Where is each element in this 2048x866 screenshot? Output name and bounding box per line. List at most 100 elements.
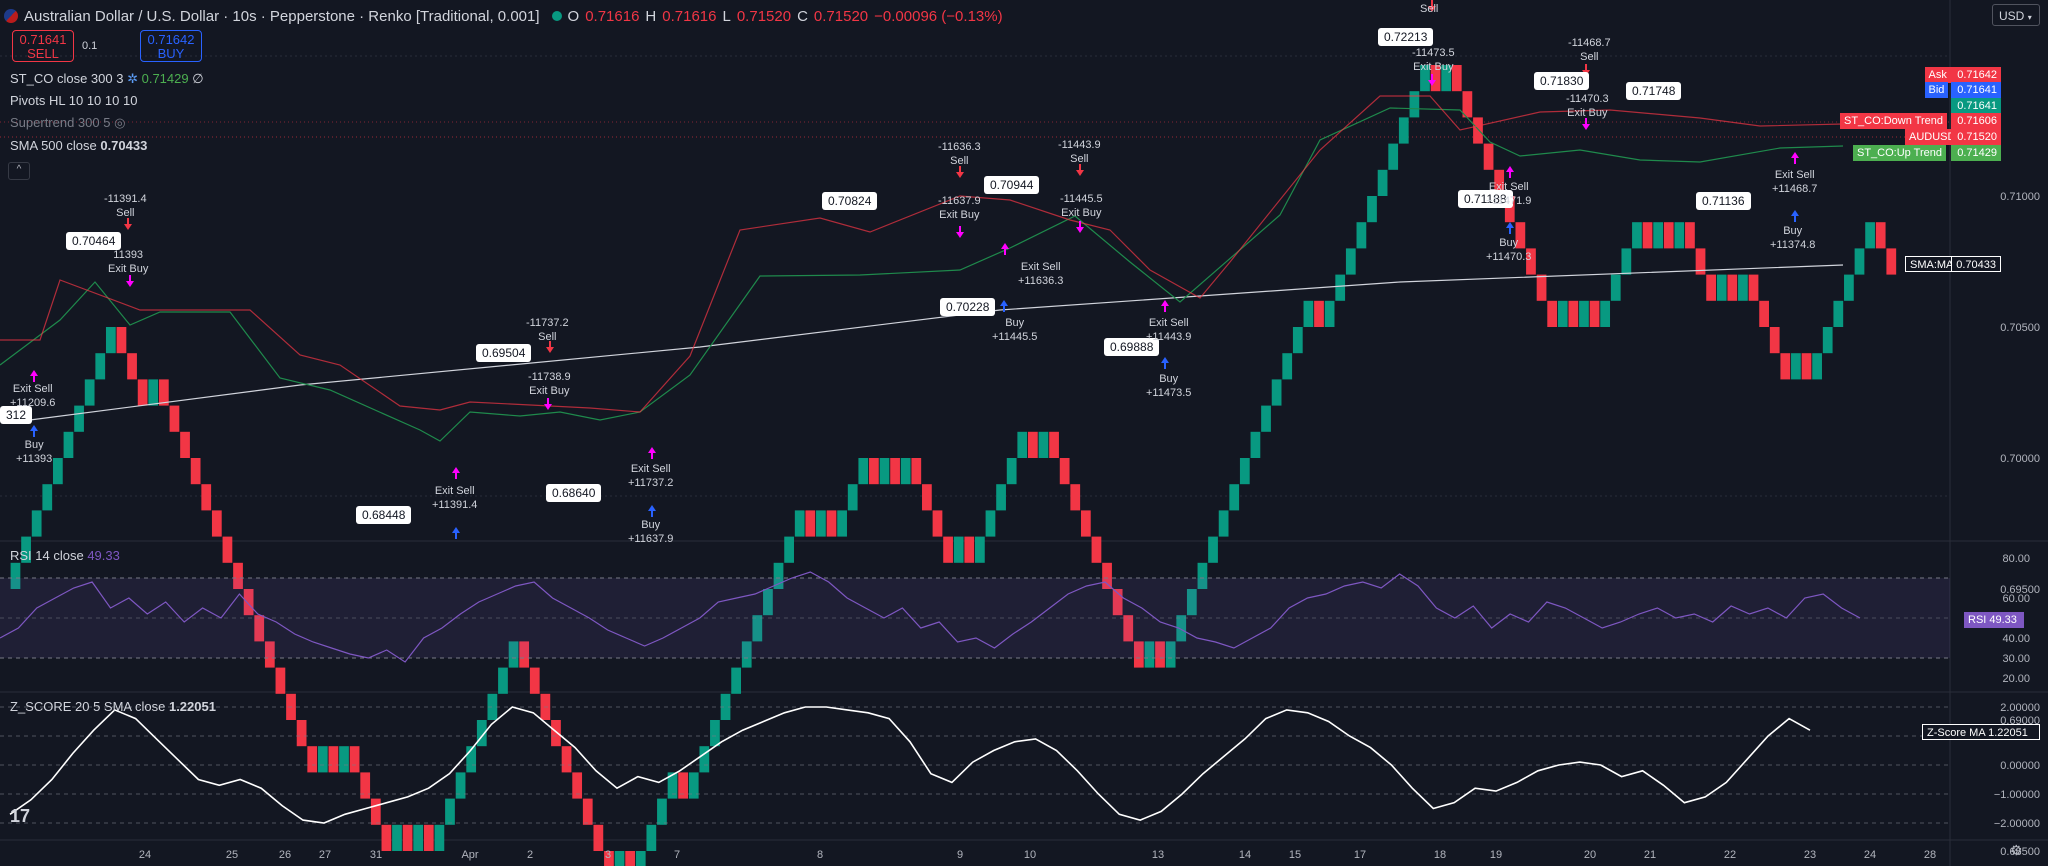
renko-brick bbox=[1409, 91, 1420, 118]
indicator-rsi-name: RSI 14 close bbox=[10, 548, 84, 563]
signal-arrow-icon bbox=[1000, 300, 1008, 306]
renko-brick bbox=[466, 746, 477, 773]
renko-brick bbox=[339, 746, 349, 773]
symbol-title[interactable]: Australian Dollar / U.S. Dollar · 10s · … bbox=[24, 7, 540, 25]
renko-brick bbox=[1483, 143, 1494, 170]
signal-arrow-icon bbox=[956, 232, 964, 238]
renko-brick bbox=[1176, 615, 1187, 642]
renko-brick bbox=[1727, 274, 1738, 301]
signal-text: Buy +11637.9 bbox=[628, 519, 674, 545]
renko-brick bbox=[1006, 458, 1017, 485]
price-tag-value: 0.71606 bbox=[1951, 113, 2001, 129]
signal-arrow-icon bbox=[1506, 166, 1514, 172]
zscore-tick-label: 2.00000 bbox=[2000, 702, 2040, 714]
renko-brick bbox=[1292, 327, 1303, 354]
time-tick-label: 13 bbox=[1152, 849, 1164, 861]
collapse-legend-button[interactable]: ^ bbox=[8, 162, 30, 180]
indicator-sma[interactable]: SMA 500 close 0.70433 bbox=[10, 138, 147, 153]
renko-brick bbox=[816, 510, 826, 537]
signal-text: -11636.3 Sell bbox=[938, 141, 981, 167]
renko-brick bbox=[1706, 274, 1716, 301]
renko-brick bbox=[243, 589, 254, 616]
indicator-sma-name: SMA 500 close bbox=[10, 138, 97, 153]
zscore-tick-label: 0.00000 bbox=[2000, 760, 2040, 772]
high-value: 0.71616 bbox=[662, 7, 717, 25]
time-tick-label: 2 bbox=[527, 849, 533, 861]
indicator-supertrend-name: Supertrend 300 5 bbox=[10, 115, 111, 130]
indicator-supertrend[interactable]: Supertrend 300 5 ◎ bbox=[10, 115, 125, 131]
hidden-eye-icon[interactable]: ◎ bbox=[114, 115, 126, 130]
renko-brick bbox=[1388, 143, 1399, 170]
renko-brick bbox=[1812, 353, 1822, 380]
renko-brick bbox=[455, 772, 466, 799]
price-tick-label: 0.71000 bbox=[2000, 191, 2040, 203]
signal-arrow-icon bbox=[956, 172, 964, 178]
signal-arrow-icon bbox=[126, 281, 134, 287]
tradingview-logo[interactable]: 17 bbox=[10, 806, 31, 826]
price-tag-label: ST_CO:Down Trend bbox=[1840, 113, 1948, 129]
gear-icon[interactable]: ⚙ bbox=[2010, 842, 2023, 858]
sma-line bbox=[29, 264, 1844, 421]
sell-label: SELL bbox=[27, 46, 59, 61]
signal-text: -11445.5 Exit Buy bbox=[1060, 193, 1103, 219]
settings-icon[interactable]: ✲ bbox=[127, 71, 138, 86]
renko-brick bbox=[1653, 222, 1664, 249]
signal-arrow-icon bbox=[1076, 170, 1084, 176]
renko-brick bbox=[1600, 300, 1611, 327]
renko-brick bbox=[667, 772, 678, 799]
sell-button[interactable]: 0.71641 SELL bbox=[12, 30, 74, 62]
signal-arrow-icon bbox=[648, 505, 656, 511]
price-tick-label: 0.68500 bbox=[2000, 846, 2040, 858]
renko-brick bbox=[1875, 222, 1886, 249]
signal-text: Buy +11393 bbox=[16, 439, 53, 465]
indicator-pivots-name: Pivots HL 10 10 10 10 bbox=[10, 93, 138, 108]
renko-brick bbox=[964, 536, 975, 563]
time-tick-label: 25 bbox=[226, 849, 238, 861]
price-tag-value: 0.71641 bbox=[1951, 98, 2001, 114]
indicator-st-co[interactable]: ST_CO close 300 3 ✲ 0.71429 ∅ bbox=[10, 71, 204, 87]
renko-brick bbox=[1038, 431, 1049, 458]
pivot-label: 0.70944 bbox=[984, 176, 1040, 194]
renko-brick bbox=[1345, 248, 1356, 275]
renko-brick bbox=[1748, 274, 1759, 301]
low-value: 0.71520 bbox=[736, 7, 792, 25]
renko-brick bbox=[498, 667, 508, 694]
indicator-sma-value: 0.70433 bbox=[100, 138, 148, 153]
zscore-tick-label: −1.00000 bbox=[1994, 789, 2040, 801]
pivot-label: 0.69888 bbox=[1104, 338, 1160, 356]
renko-brick bbox=[953, 536, 964, 563]
time-tick-label: 7 bbox=[674, 849, 680, 861]
renko-brick bbox=[180, 431, 190, 458]
currency-selector[interactable]: USD ▾ bbox=[1992, 4, 2040, 26]
renko-brick bbox=[604, 851, 614, 866]
renko-brick bbox=[52, 458, 63, 485]
buy-button[interactable]: 0.71642 BUY bbox=[140, 30, 202, 62]
renko-brick bbox=[476, 720, 487, 747]
indicator-pivots[interactable]: Pivots HL 10 10 10 10 bbox=[10, 93, 137, 108]
indicator-zscore[interactable]: Z_SCORE 20 5 SMA close 1.22051 bbox=[10, 699, 216, 714]
indicator-rsi[interactable]: RSI 14 close 49.33 bbox=[10, 548, 120, 563]
time-tick-label: 28 bbox=[1924, 849, 1936, 861]
rsi-tick-label: 30.00 bbox=[2002, 653, 2030, 665]
signal-arrow-icon bbox=[452, 527, 460, 533]
price-tag-value: 0.71642 bbox=[1951, 67, 2001, 83]
renko-brick bbox=[582, 798, 593, 825]
signal-arrow-icon bbox=[452, 467, 460, 473]
price-tag-value: 0.70433 bbox=[1951, 256, 2001, 272]
renko-brick bbox=[1547, 300, 1558, 327]
time-tick-label: 8 bbox=[817, 849, 823, 861]
time-tick-label: 27 bbox=[319, 849, 331, 861]
renko-brick bbox=[1133, 641, 1144, 668]
signal-arrow-icon bbox=[1428, 6, 1436, 12]
time-tick-label: 26 bbox=[279, 849, 291, 861]
open-value: 0.71616 bbox=[585, 7, 640, 25]
renko-brick bbox=[996, 484, 1006, 511]
zscore-line bbox=[9, 706, 1811, 824]
indicator-st-co-extra: ∅ bbox=[192, 71, 204, 86]
renko-brick bbox=[31, 510, 42, 537]
time-tick-label: 24 bbox=[1864, 849, 1876, 861]
renko-brick bbox=[879, 458, 890, 485]
renko-brick bbox=[1854, 248, 1865, 275]
rsi-line bbox=[0, 571, 1861, 663]
